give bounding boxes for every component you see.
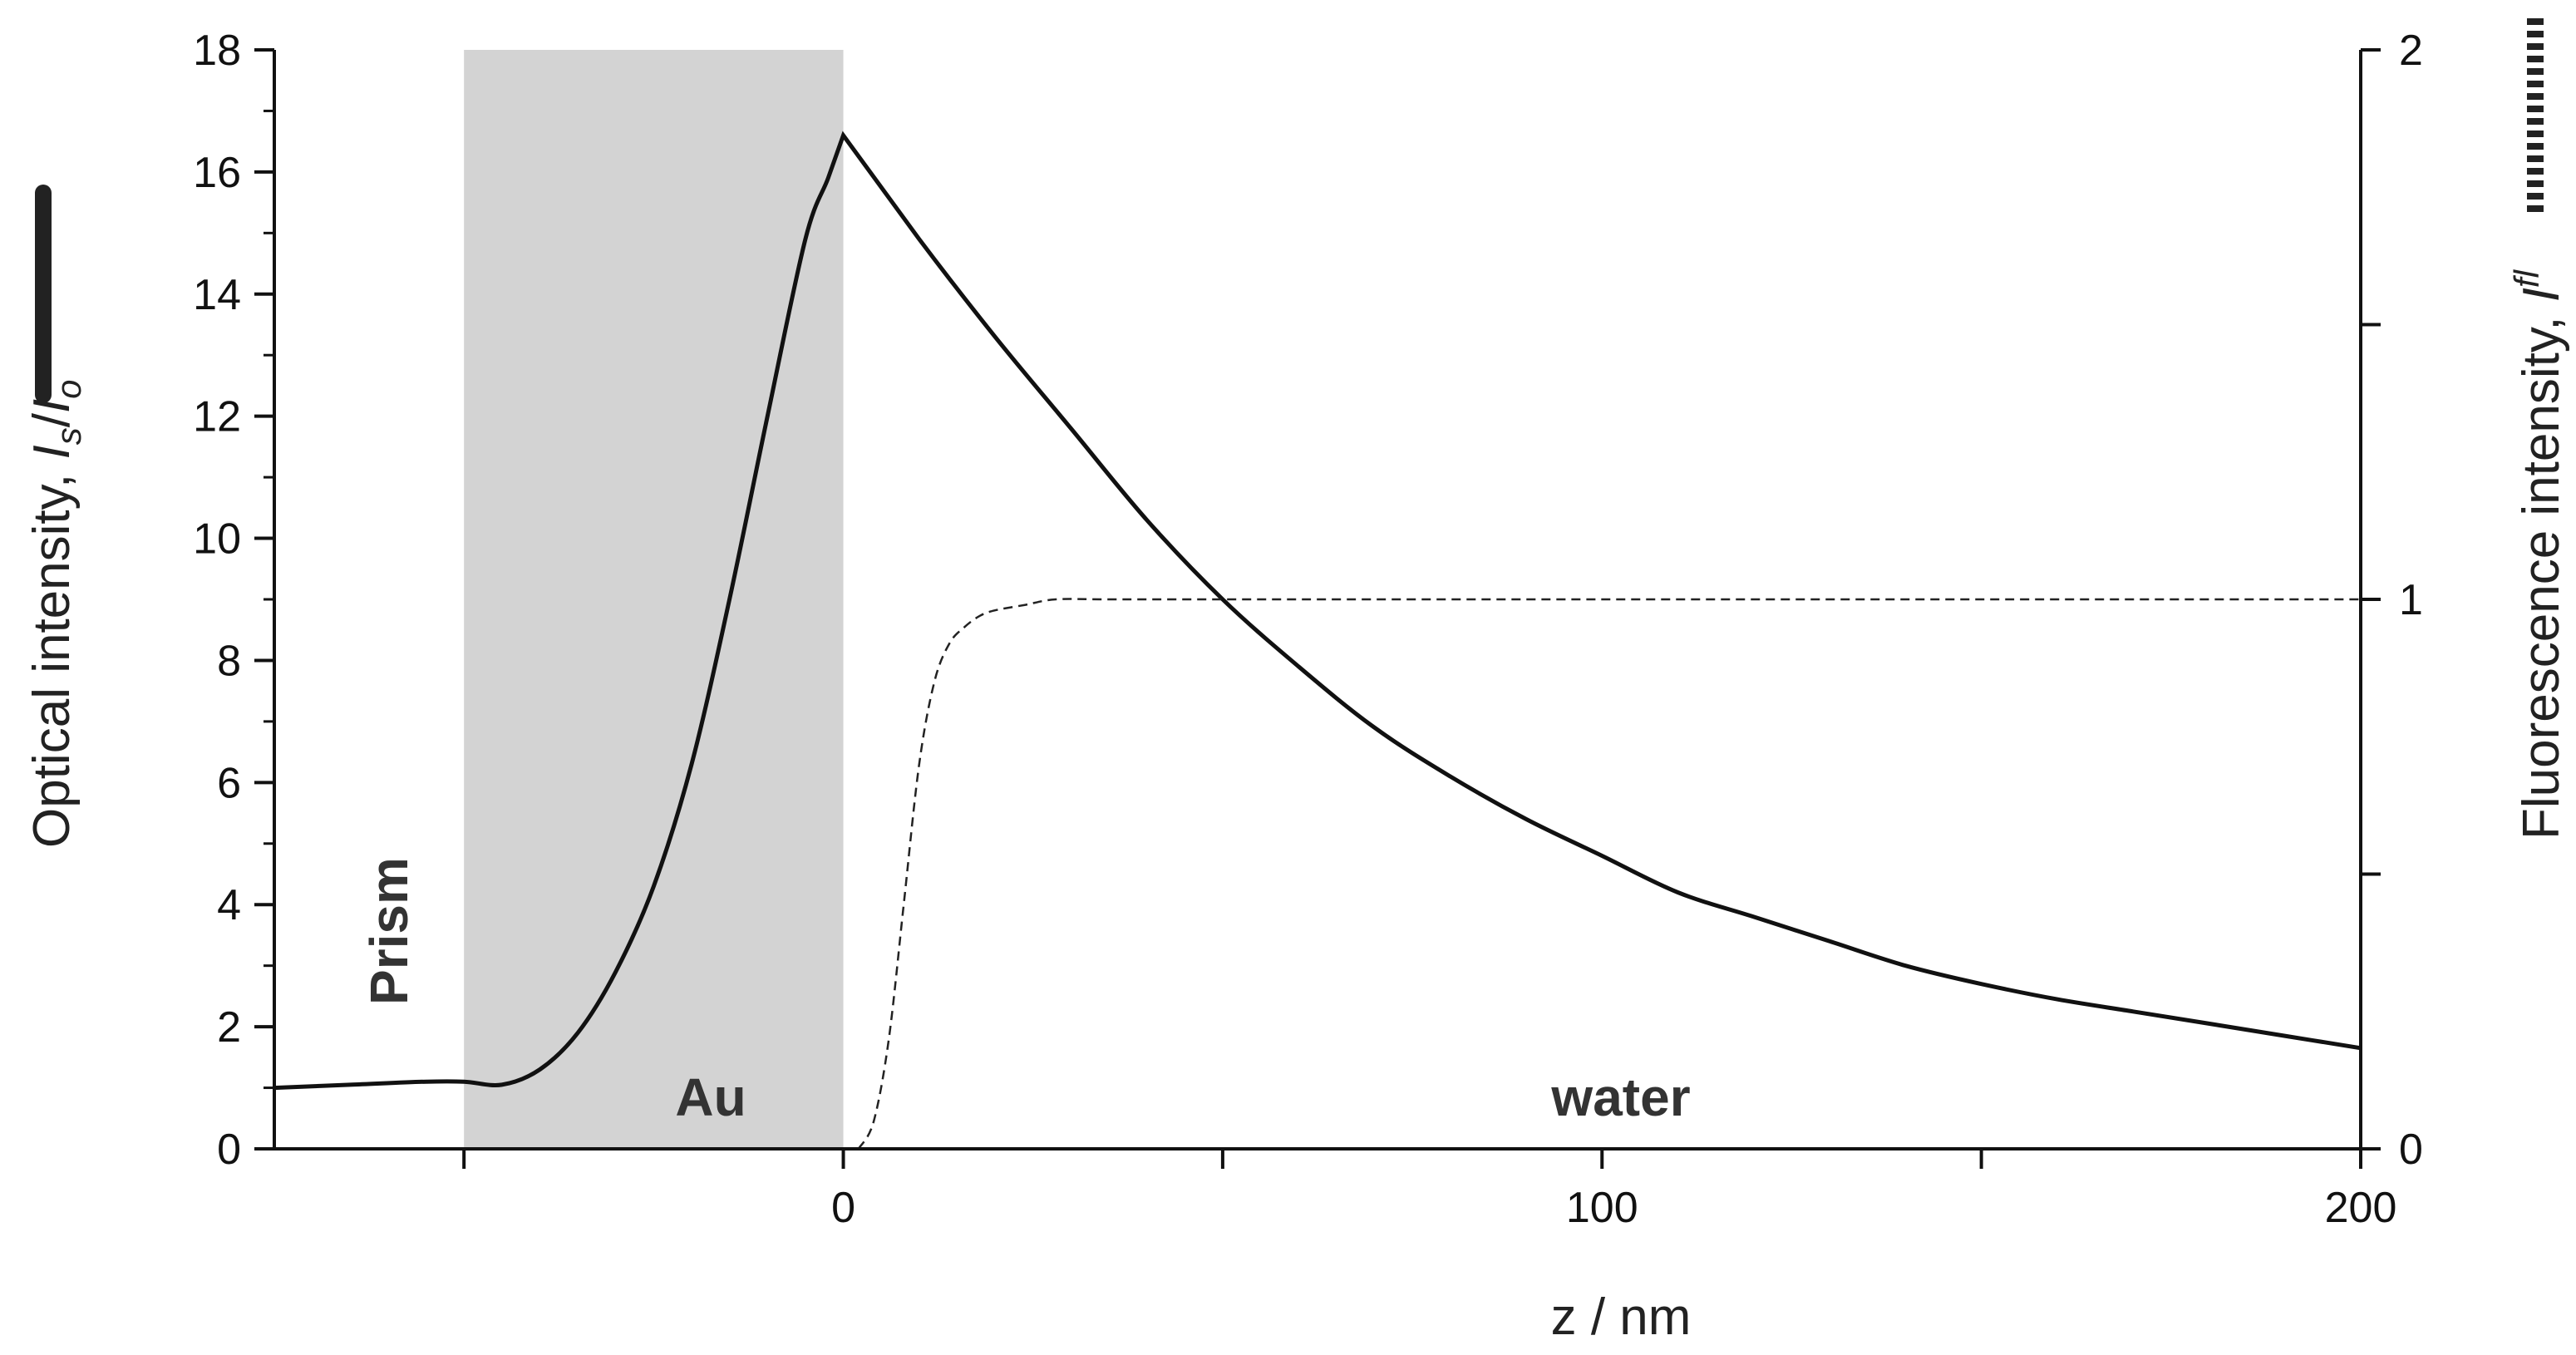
y-left-tick-label: 18 xyxy=(193,27,241,75)
region-label-au: Au xyxy=(675,1067,746,1127)
y-left-tick-label: 12 xyxy=(193,393,241,441)
y-left-tick-label: 2 xyxy=(217,1003,241,1052)
series-line-optical-intensity xyxy=(273,131,2362,1091)
regions-layer xyxy=(464,50,844,1149)
x-tick-label: 200 xyxy=(2325,1184,2397,1232)
labels-layer: z / nm Optical intensity, Is/Io Fluoresc… xyxy=(23,269,2570,1346)
y-left-tick-label: 6 xyxy=(217,759,241,807)
y-left-tick-label: 0 xyxy=(217,1126,241,1174)
region-label-water: water xyxy=(1550,1067,1690,1127)
x-tick-label: 0 xyxy=(831,1184,855,1232)
y-right-tick-label: 1 xyxy=(2399,576,2423,624)
y-right-tick-label: 0 xyxy=(2399,1126,2423,1174)
legend-layer xyxy=(35,18,2544,403)
region-shade-au xyxy=(464,50,844,1149)
y-right-axis-title: Fluorescence intensity, Ifl xyxy=(2507,269,2570,840)
y-left-axis-title: Optical intensity, Is/Io xyxy=(23,379,88,848)
region-label-prism: Prism xyxy=(359,857,419,1005)
series-line-fluorescence-intensity xyxy=(857,598,2361,1150)
y-left-tick-label: 4 xyxy=(217,881,241,929)
y-left-tick-label: 14 xyxy=(193,271,241,319)
y-left-tick-label: 8 xyxy=(217,637,241,685)
y-right-tick-label: 2 xyxy=(2399,27,2423,75)
y-left-tick-label: 10 xyxy=(193,515,241,564)
x-axis-title: z / nm xyxy=(1551,1288,1692,1346)
series-layer xyxy=(273,131,2362,1150)
y-left-tick-label: 16 xyxy=(193,149,241,197)
x-tick-label: 100 xyxy=(1566,1184,1638,1232)
